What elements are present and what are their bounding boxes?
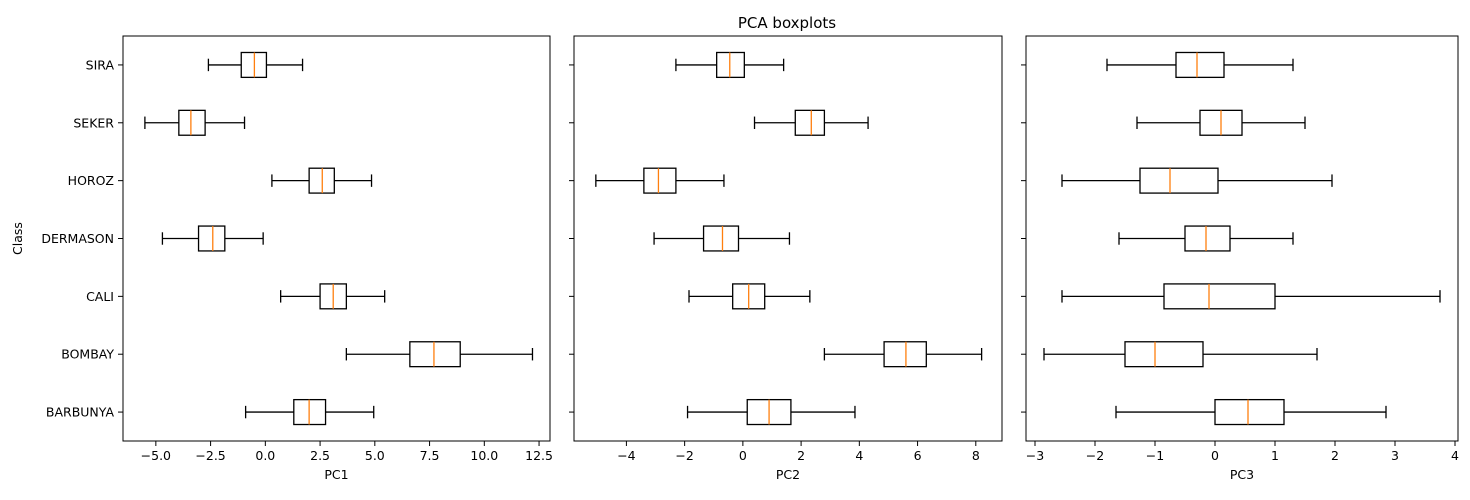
x-tick-label: 8 bbox=[972, 448, 980, 463]
iqr-box bbox=[883, 341, 927, 368]
iqr-box bbox=[178, 109, 206, 136]
x-tick-label: 6 bbox=[914, 448, 922, 463]
subplot-pc3: −3 −2 −1 0 1 2 3 4 PC3 bbox=[1021, 35, 1459, 482]
box-sira bbox=[1106, 51, 1294, 79]
box-seker bbox=[1136, 109, 1306, 136]
box-dermason bbox=[1118, 225, 1294, 252]
box-bombay bbox=[823, 341, 983, 368]
box-barbunya bbox=[244, 398, 375, 426]
x-axis-label: PC3 bbox=[1230, 467, 1254, 482]
box-horoz bbox=[1061, 167, 1333, 194]
box-barbunya bbox=[1115, 398, 1387, 426]
x-axis-label: PC2 bbox=[776, 467, 800, 482]
iqr-box bbox=[1184, 225, 1231, 252]
box-bombay bbox=[345, 341, 534, 368]
subplot-pc2: −4 −2 0 2 4 6 8 PC2 bbox=[569, 35, 1003, 482]
box-dermason bbox=[161, 225, 264, 252]
box-dermason bbox=[653, 225, 791, 252]
x-tick-label: 0 bbox=[1211, 448, 1219, 463]
y-tick-label: DERMASON bbox=[41, 231, 114, 246]
x-tick-label: 12.5 bbox=[525, 448, 553, 463]
y-tick-label: SIRA bbox=[86, 57, 115, 72]
y-axis-label: Class bbox=[10, 222, 25, 255]
iqr-box bbox=[1124, 341, 1204, 368]
iqr-box bbox=[1214, 398, 1285, 426]
box-barbunya bbox=[686, 398, 856, 426]
x-tick-label: 2 bbox=[797, 448, 805, 463]
x-tick-label: −2 bbox=[1086, 448, 1104, 463]
x-tick-label: −3 bbox=[1026, 448, 1044, 463]
x-tick-label: 2.5 bbox=[310, 448, 330, 463]
y-tick-label: BOMBAY bbox=[61, 347, 114, 362]
box-seker bbox=[144, 109, 246, 136]
x-tick-label: −1 bbox=[1146, 448, 1164, 463]
box-bombay bbox=[1043, 341, 1318, 368]
x-tick-label: 0 bbox=[739, 448, 747, 463]
box-cali bbox=[1061, 283, 1441, 310]
x-tick-label: −2 bbox=[675, 448, 693, 463]
x-tick-label: −5.0 bbox=[141, 448, 171, 463]
x-tick-label: 7.5 bbox=[420, 448, 440, 463]
box-cali bbox=[280, 283, 386, 310]
x-tick-label: 2 bbox=[1331, 448, 1339, 463]
iqr-box bbox=[197, 225, 226, 252]
x-tick-label: 4 bbox=[855, 448, 863, 463]
x-tick-label: 0.0 bbox=[255, 448, 275, 463]
x-tick-label: −4 bbox=[617, 448, 635, 463]
subplot-pc1: −5.0 −2.5 0.0 2.5 5.0 7.5 10.0 12.5 BARBUNYA BOMB… bbox=[10, 35, 553, 482]
x-tick-label: −2.5 bbox=[195, 448, 225, 463]
subplots-group: −5.0 −2.5 0.0 2.5 5.0 7.5 10.0 12.5 BARBUNYA BOMB… bbox=[10, 35, 1459, 482]
iqr-box bbox=[643, 167, 677, 194]
y-tick-label: HOROZ bbox=[68, 173, 114, 188]
box-horoz bbox=[271, 167, 373, 194]
box-sira bbox=[675, 51, 785, 79]
y-tick-label: CALI bbox=[86, 289, 114, 304]
iqr-box bbox=[702, 225, 740, 252]
box-horoz bbox=[595, 167, 725, 194]
x-tick-label: 10.0 bbox=[470, 448, 498, 463]
iqr-box bbox=[1175, 51, 1225, 79]
figure-title: PCA boxplots bbox=[738, 14, 836, 32]
y-tick-label: SEKER bbox=[73, 115, 114, 130]
iqr-box bbox=[1139, 167, 1219, 194]
iqr-box bbox=[409, 341, 461, 368]
x-tick-label: 1 bbox=[1271, 448, 1279, 463]
iqr-box bbox=[794, 109, 826, 136]
x-tick-label: 3 bbox=[1391, 448, 1399, 463]
x-axis-label: PC1 bbox=[324, 467, 348, 482]
iqr-box bbox=[716, 51, 745, 79]
iqr-box bbox=[1163, 283, 1276, 310]
x-tick-label: 4 bbox=[1451, 448, 1459, 463]
box-cali bbox=[688, 283, 811, 310]
box-seker bbox=[753, 109, 869, 136]
y-tick-label: BARBUNYA bbox=[46, 405, 115, 420]
x-tick-label: 5.0 bbox=[365, 448, 385, 463]
box-sira bbox=[207, 51, 304, 79]
